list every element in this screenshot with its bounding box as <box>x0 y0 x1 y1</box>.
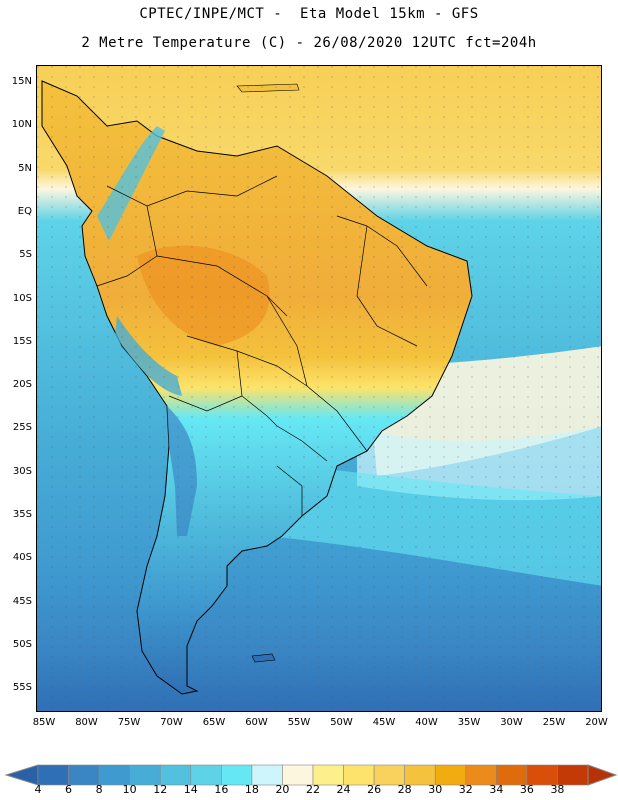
scale-cell <box>557 764 589 786</box>
scale-cell <box>221 764 253 786</box>
scale-label: 36 <box>519 783 534 796</box>
lon-label: 45W <box>372 717 396 728</box>
scale-label: 10 <box>122 783 137 796</box>
lat-label: EQ <box>17 205 32 217</box>
lat-label: 50S <box>12 638 32 650</box>
color-scale-bar <box>4 764 618 786</box>
lon-label: 60W <box>245 717 268 728</box>
lat-label: 55S <box>12 682 32 694</box>
scale-label: 6 <box>65 783 73 796</box>
scale-label: 12 <box>153 783 168 796</box>
title-line-1: CPTEC/INPE/MCT - Eta Model 15km - GFS <box>139 6 479 22</box>
scale-cell <box>434 764 467 786</box>
lat-label: 45S <box>12 595 32 607</box>
scale-cell <box>251 764 283 786</box>
scale-cell <box>404 764 436 786</box>
scale-label: 22 <box>306 783 320 796</box>
lon-label: 75W <box>117 717 141 728</box>
scale-arrow-high <box>587 764 618 786</box>
scale-label: 14 <box>183 783 198 796</box>
lat-label: 25S <box>12 422 32 434</box>
scale-cell <box>282 764 314 786</box>
lon-label: 35W <box>457 717 481 728</box>
scale-label: 28 <box>397 783 412 796</box>
scale-cell <box>343 764 375 786</box>
lat-label: 10S <box>12 292 32 304</box>
scale-cell <box>37 764 69 786</box>
lon-label: 55W <box>287 717 311 728</box>
lat-label: 15N <box>11 76 32 87</box>
lat-label: 30S <box>12 465 32 477</box>
scale-cell <box>465 764 497 786</box>
scale-label: 38 <box>550 783 565 796</box>
lon-label: 20W <box>585 717 608 728</box>
lat-label: 15S <box>12 335 32 347</box>
lat-label: 20S <box>12 379 32 391</box>
temperature-map <box>36 65 602 712</box>
scale-label: 8 <box>95 783 103 796</box>
map-canvas <box>37 66 601 711</box>
scale-cell <box>373 764 405 786</box>
lon-label: 65W <box>202 717 226 728</box>
lon-label: 70W <box>160 717 183 728</box>
scale-label: 26 <box>367 783 382 796</box>
scale-cell <box>98 764 130 786</box>
lat-label: 5S <box>19 249 32 261</box>
scale-cell <box>312 764 344 786</box>
scale-label: 32 <box>458 783 473 796</box>
lon-label: 85W <box>32 717 56 728</box>
lon-label: 80W <box>75 717 98 728</box>
scale-label: 18 <box>244 783 259 796</box>
scale-label: 34 <box>489 783 504 796</box>
scale-label: 24 <box>336 783 351 796</box>
scale-cell <box>68 764 100 786</box>
lat-label: 10N <box>11 119 32 131</box>
lat-lon-grid <box>37 66 601 711</box>
lon-label: 50W <box>330 717 353 728</box>
scale-cell <box>526 764 558 786</box>
scale-label: 20 <box>275 783 290 796</box>
scale-arrow-low <box>4 764 39 786</box>
lat-label: 40S <box>12 552 32 564</box>
title-line-2: 2 Metre Temperature (C) - 26/08/2020 12U… <box>81 35 537 51</box>
lon-label: 30W <box>500 717 523 728</box>
lon-label: 40W <box>415 717 438 728</box>
scale-label: 30 <box>428 783 443 796</box>
scale-label: 4 <box>34 783 42 796</box>
scale-cell <box>159 764 192 786</box>
lon-label: 25W <box>542 717 566 728</box>
scale-cell <box>129 764 161 786</box>
lat-label: 5N <box>18 162 32 174</box>
scale-label: 16 <box>214 783 229 796</box>
lat-label: 35S <box>12 509 32 520</box>
scale-cell <box>496 764 528 786</box>
scale-cell <box>190 764 222 786</box>
color-scale-cells <box>4 764 618 786</box>
